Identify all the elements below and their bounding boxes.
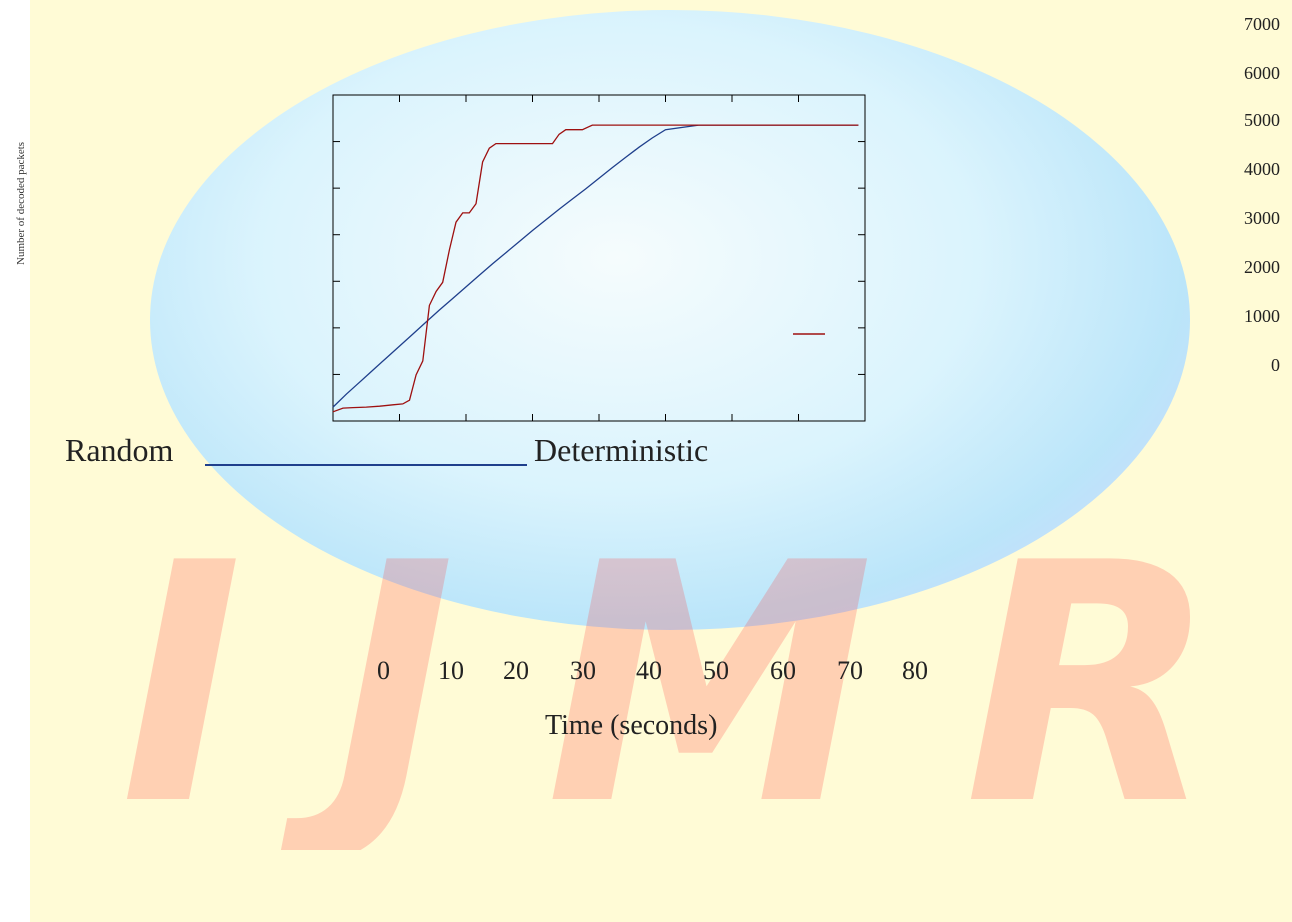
x-tick-label: 80 — [902, 656, 928, 685]
plot-frame — [332, 94, 866, 422]
y-tick-label: 1000 — [1244, 306, 1280, 326]
legend-label-deterministic: Deterministic — [534, 432, 709, 468]
y-tick-label: 6000 — [1244, 63, 1280, 83]
x-tick-label: 20 — [503, 656, 529, 685]
series-line-random — [332, 124, 859, 413]
y-axis-label: Number of decoded packets — [15, 141, 27, 265]
y-tick-label: 0 — [1271, 355, 1280, 375]
legend-label-random: Random — [65, 432, 174, 468]
y-tick-label: 3000 — [1244, 208, 1280, 228]
legend-marker-deterministic — [205, 464, 527, 466]
y-tick-label: 2000 — [1244, 257, 1280, 277]
x-tick-label: 60 — [770, 656, 796, 685]
y-tick-label: 5000 — [1244, 110, 1280, 130]
x-tick-label: 70 — [837, 656, 863, 685]
series-line-deterministic — [332, 124, 859, 408]
y-tick-label: 4000 — [1244, 159, 1280, 179]
x-tick-label: 40 — [636, 656, 662, 685]
x-tick-label: 0 — [377, 656, 390, 685]
y-tick-label: 7000 — [1244, 14, 1280, 34]
globe-background-image — [150, 10, 1190, 630]
x-axis-label: Time (seconds) — [545, 710, 718, 741]
x-tick-label: 50 — [703, 656, 729, 685]
watermark-logo: IJMRA — [120, 520, 1220, 850]
x-tick-label: 10 — [438, 656, 464, 685]
plot-ticks — [333, 95, 865, 421]
x-tick-label: 30 — [570, 656, 596, 685]
